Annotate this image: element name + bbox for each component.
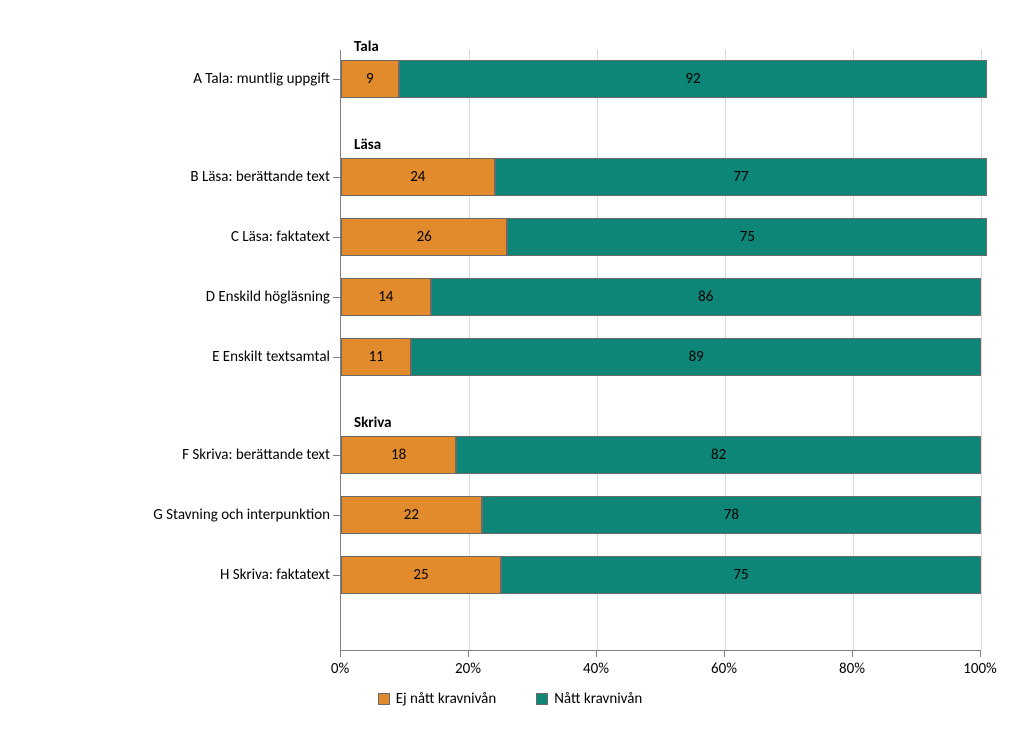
y-axis-label: A Tala: muntlig uppgift <box>193 60 330 98</box>
bar-row: 14 86 <box>341 278 981 316</box>
bar-row: 1882 <box>341 436 981 474</box>
grid-line <box>981 50 982 650</box>
plot-area: 9922477267514861189188222782575 <box>340 50 981 651</box>
bar-segment-ej: 9 <box>341 60 399 98</box>
y-axis-label: D Enskild högläsning <box>206 278 330 316</box>
x-tick <box>980 650 981 657</box>
bar-value-label: 82 <box>711 446 726 464</box>
bar-segment-ej: 18 <box>341 436 456 474</box>
bar-segment-nat: 75 <box>507 218 987 256</box>
y-tick <box>333 177 340 178</box>
bar-segment-ej: 11 <box>341 338 411 376</box>
legend-swatch <box>536 693 548 705</box>
bar-value-label: 14 <box>378 288 393 306</box>
stacked-bar-chart: 99224772675148611891882227825750%20%40%6… <box>20 20 1000 710</box>
x-axis-label: 100% <box>963 660 997 678</box>
x-axis-label: 20% <box>455 660 481 678</box>
group-header: Läsa <box>354 136 381 154</box>
y-axis-label: E Enskilt textsamtal <box>212 338 330 376</box>
bar-value-label: 77 <box>733 168 748 186</box>
bar-segment-nat: 78 <box>482 496 981 534</box>
x-tick <box>596 650 597 657</box>
legend-label: Ej nått kravnivån <box>396 690 497 708</box>
bar-value-label: 92 <box>685 70 700 88</box>
y-axis-label: H Skriva: faktatext <box>220 556 330 594</box>
legend-item: Ej nått kravnivån <box>378 690 497 708</box>
x-axis-label: 0% <box>331 660 349 678</box>
bar-value-label: 18 <box>391 446 406 464</box>
legend-label: Nått kravnivån <box>554 690 642 708</box>
bar-row: 26 75 <box>341 218 981 256</box>
y-tick <box>333 455 340 456</box>
bar-segment-nat: 92 <box>399 60 988 98</box>
bar-value-label: 86 <box>698 288 713 306</box>
bar-segment-nat: 82 <box>456 436 981 474</box>
bar-row: 24 77 <box>341 158 981 196</box>
bar-segment-ej: 22 <box>341 496 482 534</box>
x-axis-label: 60% <box>711 660 737 678</box>
bar-segment-ej: 26 <box>341 218 507 256</box>
bar-segment-ej: 24 <box>341 158 495 196</box>
bar-segment-ej: 14 <box>341 278 431 316</box>
x-tick <box>468 650 469 657</box>
bar-segment-ej: 25 <box>341 556 501 594</box>
y-tick <box>333 79 340 80</box>
bar-value-label: 11 <box>369 348 384 366</box>
y-tick <box>333 357 340 358</box>
bar-value-label: 78 <box>724 506 739 524</box>
y-axis-label: C Läsa: faktatext <box>231 218 330 256</box>
y-tick <box>333 515 340 516</box>
x-axis-label: 80% <box>839 660 865 678</box>
y-axis-label: F Skriva: berättande text <box>182 436 330 474</box>
bar-value-label: 89 <box>689 348 704 366</box>
bar-value-label: 25 <box>413 566 428 584</box>
bar-value-label: 24 <box>410 168 425 186</box>
bar-segment-nat: 75 <box>501 556 981 594</box>
legend-item: Nått kravnivån <box>536 690 642 708</box>
y-tick <box>333 237 340 238</box>
bar-value-label: 75 <box>740 228 755 246</box>
bar-row: 25 75 <box>341 556 981 594</box>
bar-segment-nat: 89 <box>411 338 981 376</box>
bar-value-label: 9 <box>366 70 374 88</box>
bar-value-label: 75 <box>733 566 748 584</box>
x-axis-label: 40% <box>583 660 609 678</box>
legend: Ej nått kravnivån Nått kravnivån <box>20 690 1000 710</box>
x-tick <box>852 650 853 657</box>
group-header: Tala <box>354 38 379 56</box>
y-tick <box>333 575 340 576</box>
legend-swatch <box>378 693 390 705</box>
y-tick <box>333 297 340 298</box>
bar-segment-nat: 77 <box>495 158 988 196</box>
group-header: Skriva <box>354 414 392 432</box>
bar-row: 9 92 <box>341 60 981 98</box>
bar-row: 22 78 <box>341 496 981 534</box>
bar-value-label: 22 <box>404 506 419 524</box>
y-axis-label: G Stavning och interpunktion <box>153 496 330 534</box>
bar-row: 11 89 <box>341 338 981 376</box>
y-axis-label: B Läsa: berättande text <box>190 158 330 196</box>
bar-segment-nat: 86 <box>431 278 981 316</box>
x-tick <box>340 650 341 657</box>
x-tick <box>724 650 725 657</box>
bar-value-label: 26 <box>417 228 432 246</box>
